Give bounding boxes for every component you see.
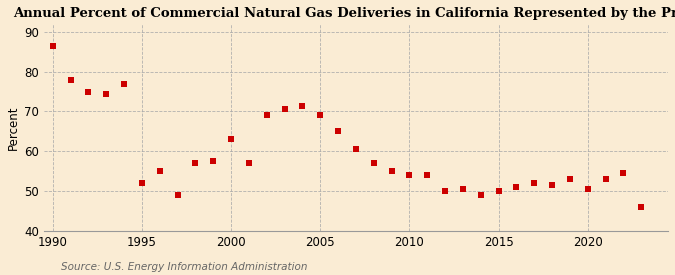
- Point: [225, 137, 236, 142]
- Point: [101, 91, 111, 96]
- Point: [119, 81, 130, 86]
- Point: [386, 169, 397, 174]
- Point: [511, 185, 522, 189]
- Point: [172, 193, 183, 197]
- Point: [279, 107, 290, 112]
- Point: [47, 44, 58, 48]
- Point: [136, 181, 147, 185]
- Point: [297, 103, 308, 108]
- Point: [458, 187, 468, 191]
- Point: [261, 113, 272, 118]
- Point: [547, 183, 558, 187]
- Point: [475, 193, 486, 197]
- Point: [83, 89, 94, 94]
- Point: [369, 161, 379, 166]
- Point: [350, 147, 361, 152]
- Point: [155, 169, 165, 174]
- Point: [244, 161, 254, 166]
- Point: [583, 187, 593, 191]
- Point: [190, 161, 201, 166]
- Point: [618, 171, 629, 175]
- Point: [65, 78, 76, 82]
- Point: [564, 177, 575, 182]
- Point: [600, 177, 611, 182]
- Point: [333, 129, 344, 134]
- Title: Annual Percent of Commercial Natural Gas Deliveries in California Represented by: Annual Percent of Commercial Natural Gas…: [13, 7, 675, 20]
- Point: [493, 189, 504, 193]
- Point: [315, 113, 325, 118]
- Y-axis label: Percent: Percent: [7, 105, 20, 150]
- Point: [636, 205, 647, 209]
- Point: [208, 159, 219, 163]
- Point: [529, 181, 540, 185]
- Point: [439, 189, 450, 193]
- Text: Source: U.S. Energy Information Administration: Source: U.S. Energy Information Administ…: [61, 262, 307, 272]
- Point: [422, 173, 433, 177]
- Point: [404, 173, 415, 177]
